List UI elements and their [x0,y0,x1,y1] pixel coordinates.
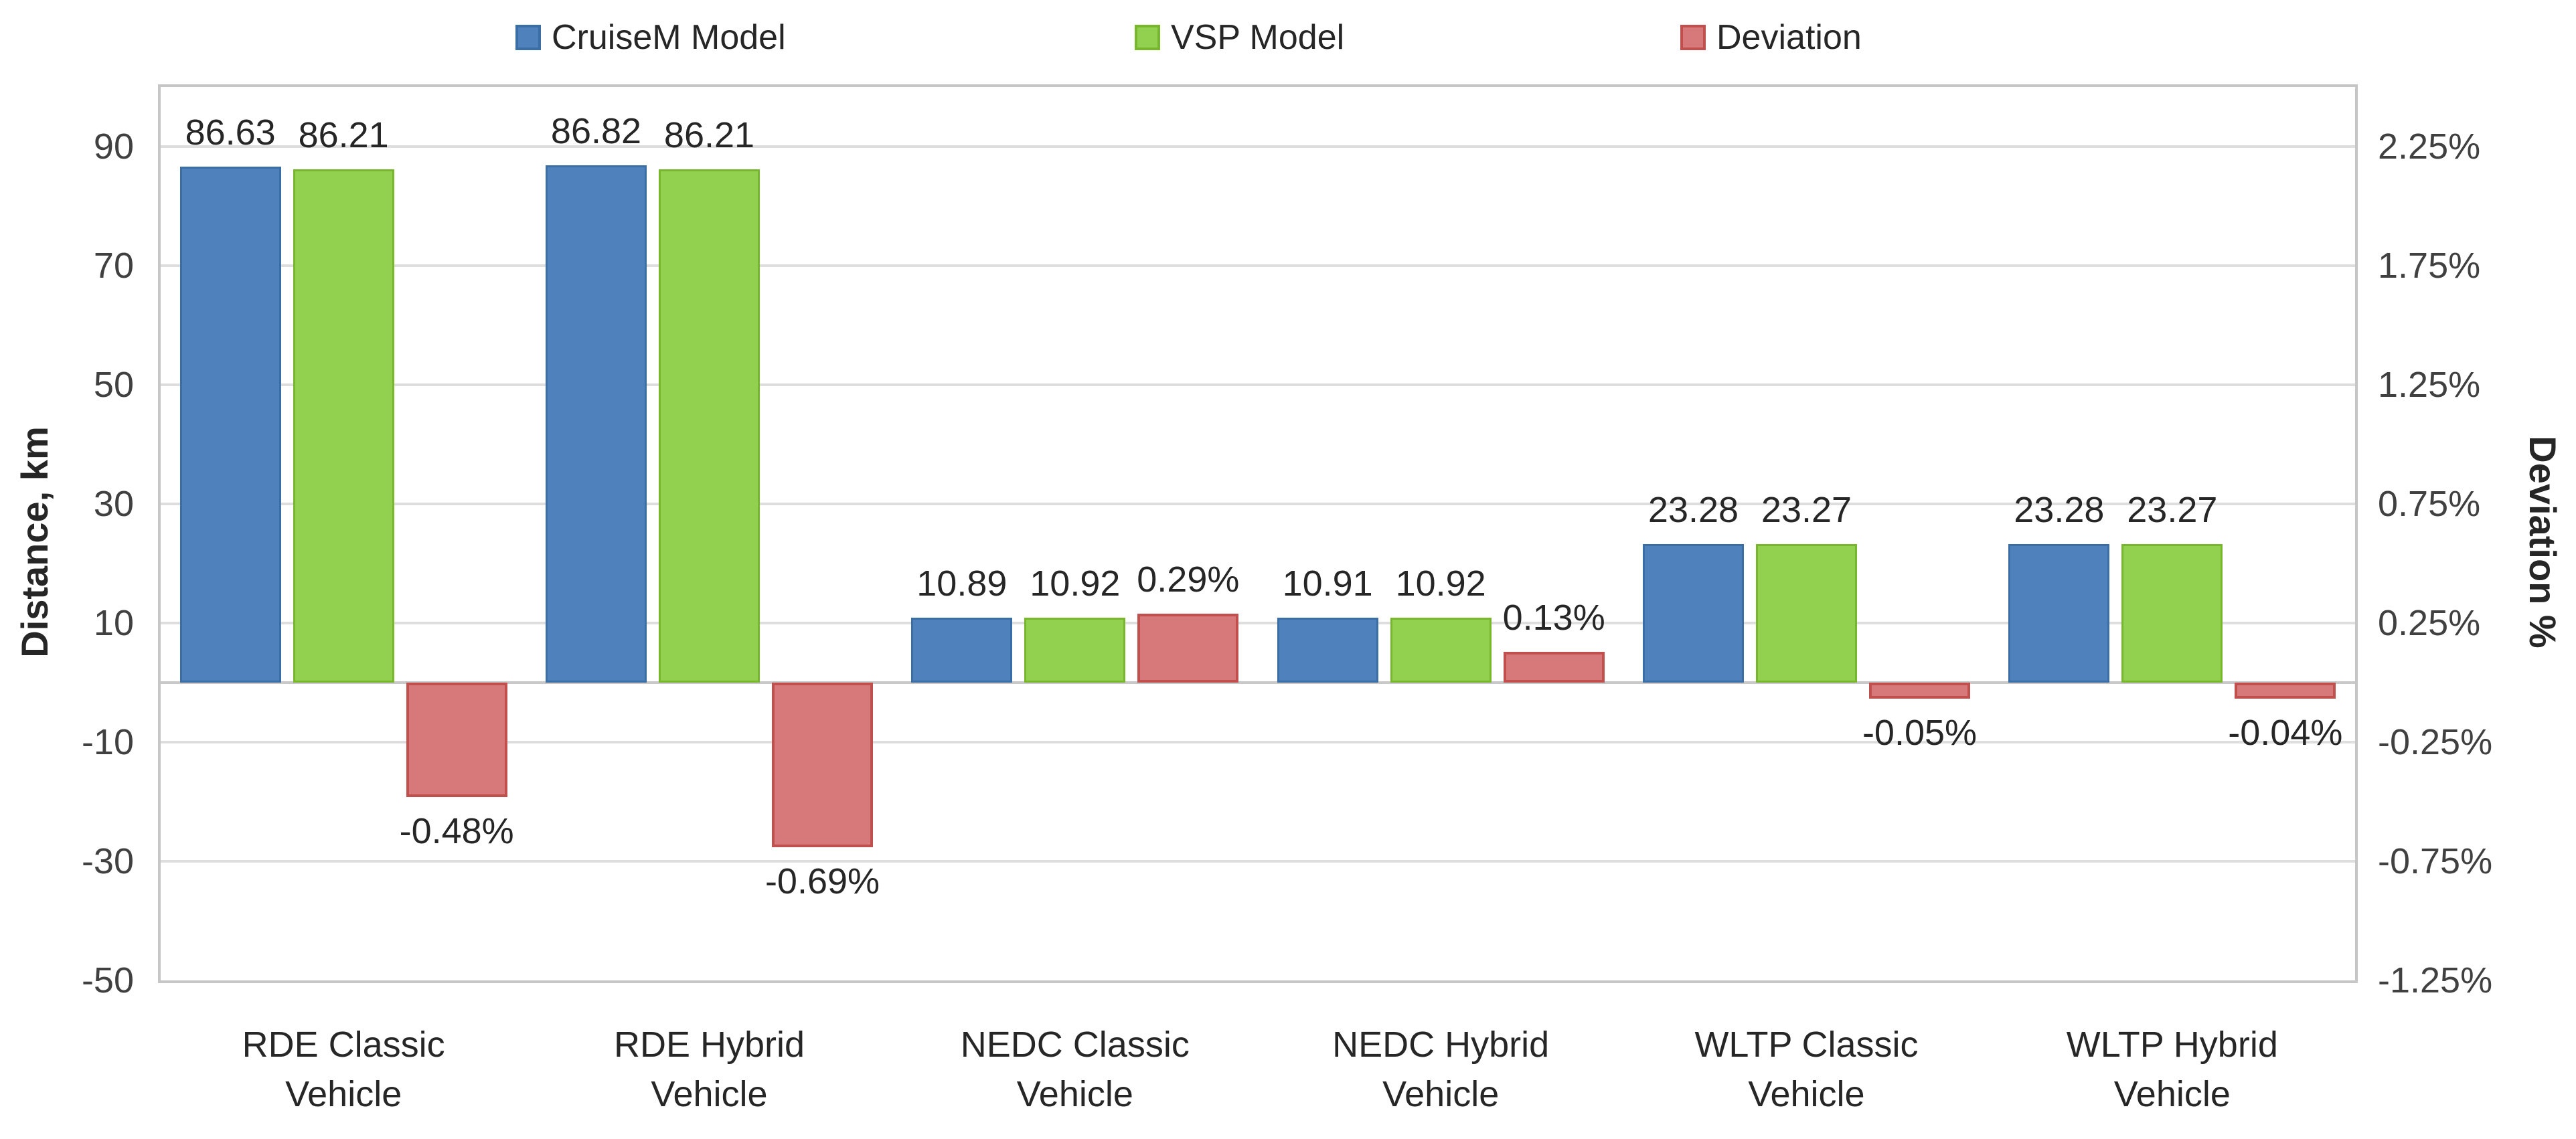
category-label-nedc-classic-vehicle: NEDC Classic Vehicle [892,1020,1258,1119]
category-label-rde-hybrid-vehicle: RDE Hybrid Vehicle [526,1020,892,1119]
bar-cruisem-rde-hybrid-vehicle [546,165,647,683]
right-tick-1.25%: 1.25% [2378,365,2481,405]
bar-cruisem-wltp-hybrid-vehicle [2008,543,2110,683]
legend-item-cruisem-model: CruiseM Model [515,16,786,59]
legend-swatch-icon [515,25,541,50]
gridline--30 [161,860,2355,863]
category-line: Vehicle [1382,1074,1500,1114]
right-tick-2.25%: 2.25% [2378,126,2481,167]
left-tick-10: 10 [93,603,134,643]
category-label-nedc-hybrid-vehicle: NEDC Hybrid Vehicle [1258,1020,1623,1119]
category-line: Vehicle [1748,1074,1865,1114]
right-tick-1.75%: 1.75% [2378,246,2481,286]
value-label-deviation-rde-classic-vehicle: -0.48% [399,810,514,851]
category-label-wltp-hybrid-vehicle: WLTP Hybrid Vehicle [1990,1020,2355,1119]
bar-vsp-wltp-hybrid-vehicle [2121,543,2223,683]
zero-axis-line [161,681,2355,684]
plot-border [158,84,2358,983]
bar-deviation-nedc-hybrid-vehicle [1503,651,1605,683]
legend-swatch-icon [1135,25,1160,50]
bar-deviation-wltp-classic-vehicle [1869,683,1970,699]
gridline-90 [161,145,2355,148]
category-line: Vehicle [651,1074,768,1114]
value-label-deviation-wltp-classic-vehicle: -0.05% [1862,713,1978,753]
right-tick-0.75%: 0.75% [2378,484,2481,524]
bar-deviation-rde-classic-vehicle [406,683,507,797]
category-line: NEDC Hybrid [1332,1025,1550,1065]
category-line: RDE Classic [242,1025,445,1065]
bar-vsp-nedc-classic-vehicle [1024,617,1126,683]
bar-vsp-wltp-classic-vehicle [1756,543,1857,683]
category-label-wltp-classic-vehicle: WLTP Classic Vehicle [1623,1020,1989,1119]
category-line: RDE Hybrid [613,1025,805,1065]
category-line: Vehicle [1016,1074,1133,1114]
value-label-deviation-nedc-hybrid-vehicle: 0.13% [1502,597,1605,638]
value-label-vsp-nedc-classic-vehicle: 10.92 [1030,563,1121,604]
value-label-vsp-rde-classic-vehicle: 86.21 [298,114,389,155]
bar-deviation-nedc-classic-vehicle [1137,613,1239,683]
value-label-deviation-rde-hybrid-vehicle: -0.69% [764,861,880,901]
right-tick--0.25%: -0.25% [2378,722,2493,762]
value-label-cruisem-rde-classic-vehicle: 86.63 [185,112,276,153]
left-tick-30: 30 [93,484,134,524]
value-label-deviation-nedc-classic-vehicle: 0.29% [1137,559,1240,600]
value-label-vsp-wltp-classic-vehicle: 23.27 [1761,489,1852,530]
gridline-30 [161,503,2355,505]
chart-legend: CruiseM Model VSP Model Deviation [0,0,2576,74]
gridline-50 [161,383,2355,386]
left-tick--50: -50 [81,960,134,1000]
legend-label: VSP Model [1171,18,1345,57]
category-line: NEDC Classic [960,1025,1190,1065]
legend-swatch-icon [1680,25,1706,50]
legend-label: Deviation [1716,18,1862,57]
gridline-10 [161,622,2355,624]
bar-cruisem-nedc-classic-vehicle [911,618,1013,683]
value-label-cruisem-nedc-hybrid-vehicle: 10.91 [1282,563,1373,604]
bar-cruisem-wltp-classic-vehicle [1643,543,1744,683]
bar-cruisem-rde-classic-vehicle [179,166,281,683]
bar-cruisem-nedc-hybrid-vehicle [1277,617,1378,683]
value-label-cruisem-wltp-hybrid-vehicle: 23.28 [2014,489,2105,530]
value-label-cruisem-nedc-classic-vehicle: 10.89 [916,563,1008,604]
value-label-cruisem-rde-hybrid-vehicle: 86.82 [550,111,642,152]
category-line: WLTP Classic [1694,1025,1919,1065]
gridline--10 [161,741,2355,743]
bar-deviation-wltp-hybrid-vehicle [2235,683,2336,699]
legend-item-vsp-model: VSP Model [1135,16,1344,59]
value-label-deviation-wltp-hybrid-vehicle: -0.04% [2228,713,2343,753]
legend-label: CruiseM Model [552,18,786,57]
category-label-rde-classic-vehicle: RDE Classic Vehicle [161,1020,526,1119]
right-tick--1.25%: -1.25% [2378,960,2493,1000]
left-tick-70: 70 [93,246,134,286]
right-tick-0.25%: 0.25% [2378,603,2481,643]
category-line: WLTP Hybrid [2066,1025,2278,1065]
left-tick-50: 50 [93,365,134,405]
left-tick--10: -10 [81,722,134,762]
bar-vsp-nedc-hybrid-vehicle [1390,617,1492,683]
value-label-vsp-nedc-hybrid-vehicle: 10.92 [1395,563,1486,604]
gridline-70 [161,264,2355,267]
bar-vsp-rde-classic-vehicle [293,169,394,683]
left-tick--30: -30 [81,841,134,881]
right-tick--0.75%: -0.75% [2378,841,2493,881]
bar-deviation-rde-hybrid-vehicle [772,683,873,847]
legend-item-deviation: Deviation [1680,16,1862,59]
value-label-cruisem-wltp-classic-vehicle: 23.28 [1647,489,1739,530]
category-line: Vehicle [285,1074,402,1114]
value-label-vsp-wltp-hybrid-vehicle: 23.27 [2127,489,2218,530]
value-label-vsp-rde-hybrid-vehicle: 86.21 [663,114,755,155]
category-line: Vehicle [2113,1074,2231,1114]
left-tick-90: 90 [93,126,134,167]
bar-vsp-rde-hybrid-vehicle [659,169,760,683]
